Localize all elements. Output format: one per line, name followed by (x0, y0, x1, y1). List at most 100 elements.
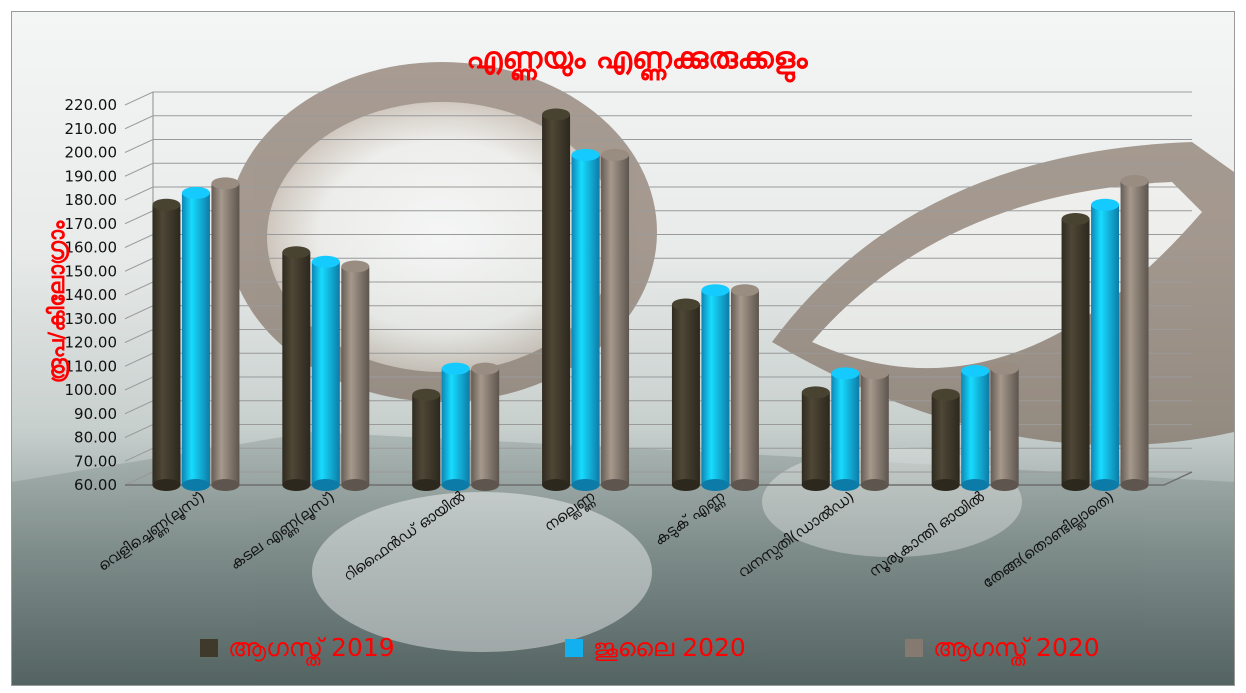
bar (860, 367, 889, 491)
bar-body (441, 368, 470, 485)
gridline (124, 115, 1192, 130)
y-tick-label: 100.00 (65, 381, 118, 399)
legend-swatch (905, 639, 923, 657)
bar (931, 388, 960, 491)
bar-top (181, 186, 210, 199)
bar-top (412, 388, 441, 401)
bar-base (990, 479, 1019, 491)
bar (211, 177, 240, 491)
bar-body (412, 394, 441, 485)
bar-base (1120, 479, 1149, 491)
gridline (124, 91, 1192, 106)
bar-body (730, 290, 759, 485)
y-tick-label: 60.00 (74, 476, 117, 494)
bar-base (961, 479, 990, 491)
bar (961, 365, 990, 491)
bar-body (931, 394, 960, 485)
bar-body (211, 183, 240, 485)
legend-item: ജൂലൈ 2020 (565, 633, 746, 662)
gridline (124, 162, 1192, 177)
y-axis-ticks: 60.00 70.00 80.00 90.00 100.00 110.00 120.00 13… (65, 96, 118, 494)
bar-body (671, 304, 700, 485)
y-tick-label: 140.00 (65, 286, 118, 304)
bar-base (801, 479, 830, 491)
bar-body (860, 373, 889, 485)
bar-body (311, 261, 340, 485)
bar-body (282, 252, 311, 485)
bar-base (571, 479, 600, 491)
bar-base (341, 479, 370, 491)
bar (341, 260, 370, 491)
bar-body (181, 192, 210, 485)
bar-base (1061, 479, 1090, 491)
bar (441, 362, 470, 491)
bar-base (181, 479, 210, 491)
bar-top (441, 362, 470, 375)
bar (730, 284, 759, 491)
legend-swatch (565, 639, 583, 657)
bar-body (961, 371, 990, 485)
bar (471, 362, 500, 491)
y-tick-label: 90.00 (74, 405, 117, 423)
bar (571, 148, 600, 491)
bar-top (601, 148, 630, 161)
bar-top (341, 260, 370, 273)
bar-base (152, 479, 181, 491)
bar (990, 362, 1019, 491)
bar-body (990, 368, 1019, 485)
bar-base (311, 479, 340, 491)
bar-base (412, 479, 441, 491)
bar (801, 386, 830, 491)
bar-top (931, 388, 960, 401)
bar-base (831, 479, 860, 491)
y-axis-label: രൂപ/കിലോഗ്രാം (45, 220, 70, 383)
bar (282, 246, 311, 491)
bar-body (831, 373, 860, 485)
bar-top (801, 386, 830, 399)
y-tick-label: 180.00 (65, 191, 118, 209)
y-tick-label: 160.00 (65, 239, 118, 257)
bar-body (542, 114, 571, 485)
y-tick-label: 190.00 (65, 167, 118, 185)
bar-top (831, 367, 860, 380)
bar (671, 298, 700, 491)
y-tick-label: 200.00 (65, 144, 118, 162)
bars (152, 108, 1149, 491)
chart-canvas: 60.00 70.00 80.00 90.00 100.00 110.00 120.00 13… (12, 41, 1234, 685)
bar-top (282, 246, 311, 259)
bar-base (542, 479, 571, 491)
legend-label: ആഗസ്ത് 2019 (228, 633, 395, 666)
bar (152, 198, 181, 491)
bar-top (542, 108, 571, 121)
bar-top (471, 362, 500, 375)
bar-top (671, 298, 700, 311)
legend: ആഗസ്ത് 2019 ജൂലൈ 2020 ആഗസ്ത് 2020 (200, 633, 1100, 666)
y-tick-label: 220.00 (65, 96, 118, 114)
legend-swatch (200, 639, 218, 657)
bar-body (1120, 181, 1149, 485)
bar-top (961, 365, 990, 377)
bar-top (860, 367, 889, 380)
y-tick-label: 130.00 (65, 310, 118, 328)
legend-item: ആഗസ്ത് 2019 (200, 633, 395, 666)
bar (1061, 213, 1090, 491)
bar (1120, 175, 1149, 491)
y-tick-label: 120.00 (65, 334, 118, 352)
bar-base (601, 479, 630, 491)
bar (311, 255, 340, 491)
bar-body (471, 368, 500, 485)
bar-body (1061, 219, 1090, 485)
bar-body (1091, 204, 1120, 485)
legend-label: ആഗസ്ത് 2020 (933, 633, 1100, 666)
bar-top (152, 198, 181, 211)
bar-base (701, 479, 730, 491)
bar-base (860, 479, 889, 491)
bar-base (282, 479, 311, 491)
bar-base (211, 479, 240, 491)
bar-top (730, 284, 759, 297)
bar-body (571, 154, 600, 485)
bar-body (341, 266, 370, 485)
chart-frame: 60.00 70.00 80.00 90.00 100.00 110.00 120.00 13… (11, 11, 1235, 686)
bar-top (311, 255, 340, 268)
y-tick-label: 170.00 (65, 215, 118, 233)
